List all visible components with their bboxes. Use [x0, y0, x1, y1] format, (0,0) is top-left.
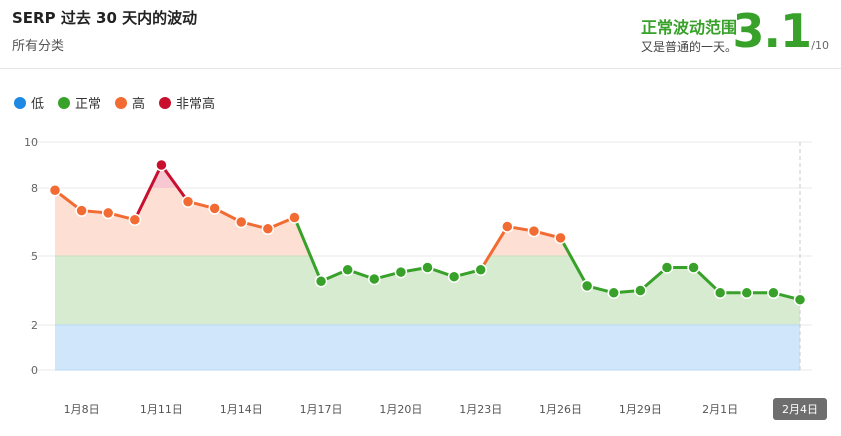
data-point: [687, 261, 700, 274]
data-point: [607, 286, 620, 300]
y-tick-label: 10: [24, 136, 38, 149]
series-line-segment: [133, 163, 163, 222]
legend-label-normal: 正常: [75, 97, 102, 112]
volatility-score: 3.1: [732, 4, 812, 58]
x-tick-label: 1月8日: [64, 403, 100, 416]
legend-item-very-high[interactable]: 非常高: [159, 93, 215, 112]
legend-label-high: 高: [132, 97, 146, 112]
x-tick-label: 1月14日: [220, 403, 263, 416]
range-label: 正常波动范围: [640, 18, 737, 37]
x-tick-label: 1月26日: [539, 403, 582, 416]
data-point: [75, 204, 88, 217]
series-line-segment: [559, 236, 589, 288]
data-point: [527, 224, 541, 238]
legend-dot-low: [14, 96, 26, 109]
band-高: [55, 188, 800, 256]
legend: 低 正常 高 非常高: [14, 93, 215, 112]
x-tick-label: 2月1日: [702, 403, 738, 416]
data-point: [128, 213, 142, 226]
data-point: [793, 293, 807, 306]
data-point: [554, 231, 567, 245]
range-description: 又是普通的一天。: [640, 40, 737, 54]
y-tick-label: 0: [31, 364, 38, 377]
legend-dot-very-high: [159, 96, 172, 109]
series-line-segment: [292, 215, 323, 283]
legend-dot-normal: [58, 96, 71, 109]
legend-item-normal[interactable]: 正常: [58, 93, 101, 112]
data-point: [394, 265, 408, 279]
series-line-segment: [159, 163, 190, 204]
data-point: [314, 275, 328, 288]
legend-label-very-high: 非常高: [176, 97, 216, 112]
data-point: [447, 270, 461, 283]
x-tick-label: 1月23日: [459, 403, 502, 416]
y-tick-label: 5: [31, 250, 38, 263]
page-title: SERP 过去 30 天内的波动: [12, 9, 198, 27]
header: SERP 过去 30 天内的波动 所有分类 正常波动范围 又是普通的一天。 3.…: [0, 0, 841, 69]
x-tick-label: 1月17日: [300, 403, 343, 416]
data-point: [48, 184, 62, 197]
legend-dot-high: [115, 96, 128, 109]
data-point: [740, 286, 754, 300]
data-point: [208, 202, 221, 215]
current-date-badge: [773, 398, 827, 420]
data-point: [634, 284, 647, 297]
data-point: [474, 263, 487, 277]
data-point: [235, 215, 248, 229]
data-point: [767, 286, 780, 300]
legend-label-low: 低: [31, 97, 45, 112]
y-tick-label: 2: [31, 319, 38, 332]
score-max: /10: [811, 39, 829, 52]
legend-item-high[interactable]: 高: [115, 93, 145, 112]
data-point: [421, 261, 434, 274]
data-point: [101, 206, 115, 220]
data-point: [341, 263, 354, 277]
legend-item-low[interactable]: 低: [14, 93, 44, 112]
series-line-segment: [479, 225, 509, 272]
data-point: [501, 220, 514, 233]
y-tick-label: 8: [31, 182, 38, 195]
data-point: [181, 195, 195, 208]
x-tick-label: 1月20日: [379, 403, 422, 416]
data-point: [368, 272, 381, 286]
x-tick-label: 2月4日: [782, 403, 818, 416]
band-低: [55, 325, 800, 370]
data-point: [261, 222, 275, 236]
data-point: [288, 211, 301, 224]
category-filter[interactable]: 所有分类: [12, 39, 65, 54]
data-point: [660, 261, 674, 274]
data-point: [713, 286, 727, 300]
data-point: [580, 279, 594, 293]
data-point: [155, 158, 168, 172]
x-tick-label: 1月29日: [619, 403, 662, 416]
x-tick-label: 1月11日: [140, 403, 183, 416]
